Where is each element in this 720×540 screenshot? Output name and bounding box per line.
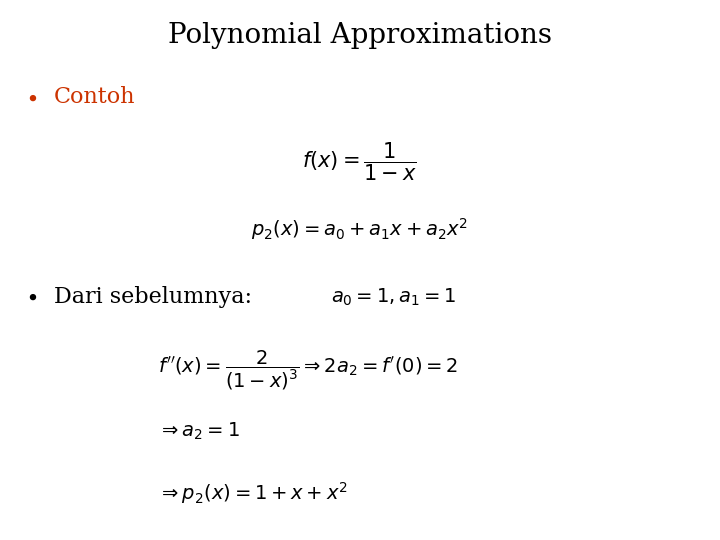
Text: $\Rightarrow a_2 = 1$: $\Rightarrow a_2 = 1$: [158, 421, 240, 442]
Text: $\bullet$: $\bullet$: [25, 286, 37, 308]
Text: $f(x) = \dfrac{1}{1-x}$: $f(x) = \dfrac{1}{1-x}$: [302, 140, 418, 183]
Text: $\Rightarrow p_2(x) = 1 + x + x^2$: $\Rightarrow p_2(x) = 1 + x + x^2$: [158, 481, 348, 507]
Text: $p_2(x) = a_0 + a_1 x + a_2 x^2$: $p_2(x) = a_0 + a_1 x + a_2 x^2$: [251, 216, 469, 242]
Text: Dari sebelumnya:: Dari sebelumnya:: [54, 286, 252, 308]
Text: $\bullet$: $\bullet$: [25, 86, 37, 109]
Text: Contoh: Contoh: [54, 86, 135, 109]
Text: $f''(x) = \dfrac{2}{(1-x)^3} \Rightarrow 2a_2 = f'(0) = 2$: $f''(x) = \dfrac{2}{(1-x)^3} \Rightarrow…: [158, 348, 459, 392]
Text: Polynomial Approximations: Polynomial Approximations: [168, 22, 552, 49]
Text: $a_0 = 1, a_1 = 1$: $a_0 = 1, a_1 = 1$: [331, 286, 456, 307]
